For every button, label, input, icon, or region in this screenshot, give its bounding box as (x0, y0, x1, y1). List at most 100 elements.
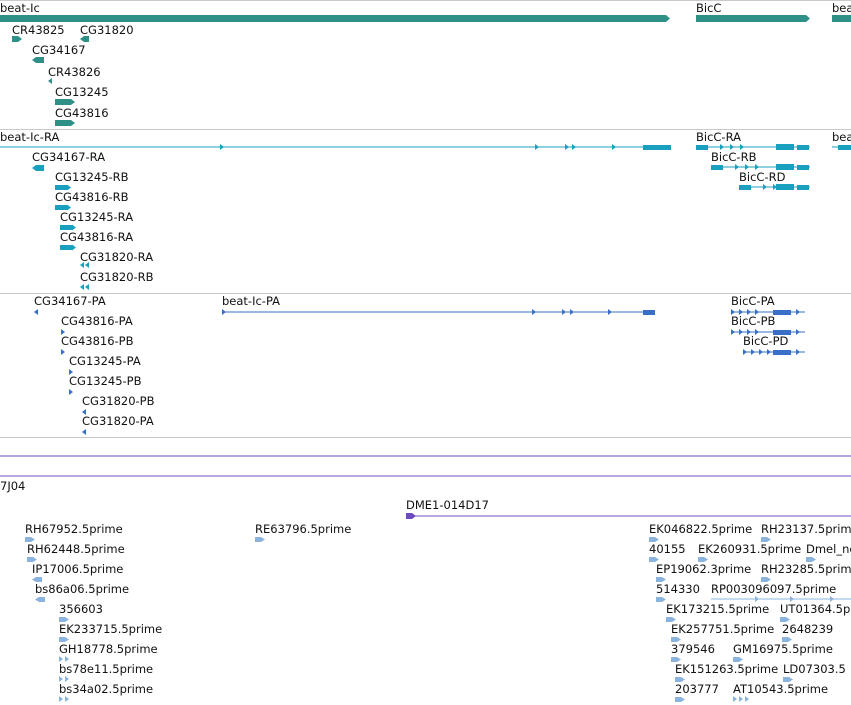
protein-exon-bicc[interactable] (755, 329, 759, 335)
protein-glyph-cg31820[interactable] (82, 409, 86, 415)
est-glyph[interactable] (32, 577, 42, 582)
protein-exon-bicc[interactable] (796, 329, 800, 335)
protein-exon-bicc[interactable] (751, 349, 755, 355)
est-label[interactable]: Dmel_ne (806, 542, 851, 556)
protein-label-cg43816-pb[interactable]: CG43816-PB (61, 334, 134, 348)
protein-exon-beat-ic-pa[interactable] (570, 309, 574, 315)
clone-label-7j04[interactable]: 7J04 (0, 479, 26, 493)
est-label[interactable]: EK046822.5prime (649, 522, 753, 536)
transcript-exon-bicc[interactable] (797, 185, 809, 190)
transcript-exon-bicc[interactable] (773, 184, 777, 190)
transcript-exon-bicc[interactable] (755, 164, 759, 170)
protein-glyph-cg34167-pa[interactable] (34, 309, 38, 315)
gene-label-cr43825[interactable]: CR43825 (12, 23, 65, 37)
est-glyph[interactable] (830, 596, 834, 602)
protein-label-beat-ic-pa[interactable]: beat-Ic-PA (222, 294, 281, 308)
transcript-label-cg34167-ra[interactable]: CG34167-RA (32, 150, 106, 164)
protein-label-cg31820-pa[interactable]: CG31820-PA (82, 414, 154, 428)
transcript-label-cg31820-rb[interactable]: CG31820-RB (80, 270, 154, 284)
est-label[interactable]: AT10543.5prime (733, 682, 829, 696)
protein-exon-bicc[interactable] (739, 309, 743, 315)
protein-label-cg13245-pb[interactable]: CG13245-PB (69, 374, 142, 388)
transcript-exon-beat-ic-ra[interactable] (643, 145, 671, 150)
est-glyph[interactable] (59, 696, 63, 702)
est-glyph[interactable] (59, 617, 69, 622)
gene-label-cr43826[interactable]: CR43826 (48, 65, 101, 79)
transcript-exon-beat-ic-ra[interactable] (535, 144, 539, 150)
est-glyph[interactable] (783, 677, 793, 682)
est-label[interactable]: RE63796.5prime (255, 522, 352, 536)
gene-label-cg31820[interactable]: CG31820 (80, 23, 134, 37)
est-glyph[interactable] (755, 596, 759, 602)
est-label[interactable]: EP19062.3prime (656, 562, 752, 576)
gene-glyph-cg13245[interactable] (55, 99, 75, 105)
protein-exon-bicc[interactable] (743, 349, 747, 355)
transcript-exon[interactable] (55, 205, 67, 210)
protein-glyph-cg43816[interactable] (61, 349, 65, 355)
protein-exon-bicc[interactable] (773, 310, 791, 315)
protein-exon-bicc[interactable] (747, 329, 751, 335)
protein-exon-bicc[interactable] (759, 349, 763, 355)
est-label[interactable]: EK257751.5prime (671, 622, 775, 636)
est-glyph[interactable] (65, 696, 69, 702)
transcript-label-bicc-rd[interactable]: BicC-RD (739, 170, 786, 184)
est-label[interactable]: GH18778.5prime (59, 642, 158, 656)
est-label[interactable]: 203777 (675, 682, 719, 696)
transcript-label-cg13245-ra[interactable]: CG13245-RA (60, 210, 134, 224)
transcript-label-cg43816-ra[interactable]: CG43816-RA (60, 230, 134, 244)
gene-glyph-cg43816[interactable] (55, 120, 75, 126)
protein-exon-bicc[interactable] (773, 350, 791, 355)
protein-glyph-cg43816[interactable] (61, 329, 65, 335)
protein-exon-bicc[interactable] (796, 349, 800, 355)
transcript-exon-bicc[interactable] (797, 145, 809, 150)
protein-exon-bicc[interactable] (747, 309, 751, 315)
est-label[interactable]: bs86a06.5prime (35, 582, 130, 596)
est-glyph[interactable] (782, 637, 792, 642)
est-label[interactable]: IP17006.5prime (32, 562, 124, 576)
transcript-label-cg43816-rb[interactable]: CG43816-RB (55, 190, 129, 204)
est-glyph[interactable] (745, 696, 749, 702)
transcript-exon-bicc[interactable] (711, 165, 723, 170)
protein-exon-beat-ic-pa[interactable] (562, 309, 566, 315)
est-glyph[interactable] (59, 637, 69, 642)
transcript-exon[interactable] (67, 204, 71, 211)
transcript-exon-bicc[interactable] (740, 144, 744, 150)
transcript-exon[interactable] (60, 245, 72, 250)
protein-glyph-cg31820[interactable] (82, 429, 86, 435)
track-separator[interactable] (0, 437, 851, 438)
est-label[interactable]: GM16975.5prime (733, 642, 833, 656)
est-glyph[interactable] (790, 596, 794, 602)
transcript-exon-cg31820-ra[interactable] (85, 262, 89, 268)
transcript-label-beat-ic-ra[interactable]: beat-Ic-RA (0, 130, 60, 144)
transcript-exon-beat-ic-ra[interactable] (572, 144, 576, 150)
transcript-label-bea-truncated[interactable]: bea (832, 130, 851, 144)
est-glyph[interactable] (780, 617, 790, 622)
transcript-exon-bicc[interactable] (720, 144, 724, 150)
transcript-exon-bicc[interactable] (696, 145, 708, 150)
est-label[interactable]: LD07303.5 (783, 662, 846, 676)
est-glyph[interactable] (255, 537, 265, 542)
track-separator[interactable] (0, 0, 851, 1)
est-glyph[interactable] (806, 557, 816, 562)
gene-label-cg43816[interactable]: CG43816 (55, 106, 109, 120)
est-glyph[interactable] (649, 537, 659, 542)
est-glyph[interactable] (671, 657, 681, 662)
transcript-label-cg31820-ra[interactable]: CG31820-RA (80, 250, 154, 264)
transcript-exon-bicc[interactable] (730, 144, 734, 150)
est-label[interactable]: RH23285.5prime (761, 562, 851, 576)
est-label[interactable]: EK151263.5prime (675, 662, 779, 676)
protein-exon-bicc[interactable] (731, 309, 735, 315)
transcript-exon-beat-ic-ra[interactable] (565, 144, 569, 150)
est-glyph[interactable] (698, 557, 708, 562)
est-glyph[interactable] (671, 637, 681, 642)
transcript-exon-cg31820-rb[interactable] (85, 284, 89, 290)
transcript-exon-bicc[interactable] (745, 164, 749, 170)
track-separator[interactable] (0, 129, 851, 130)
gene-glyph-bicc[interactable] (696, 15, 810, 22)
est-label[interactable]: EK173215.5prime (666, 602, 770, 616)
gene-glyph-cg34167[interactable] (32, 57, 44, 63)
est-label[interactable]: EK233715.5prime (59, 622, 163, 636)
transcript-exon[interactable] (67, 184, 71, 191)
protein-label-cg43816-pa[interactable]: CG43816-PA (61, 314, 133, 328)
transcript-exon-bicc[interactable] (735, 164, 739, 170)
